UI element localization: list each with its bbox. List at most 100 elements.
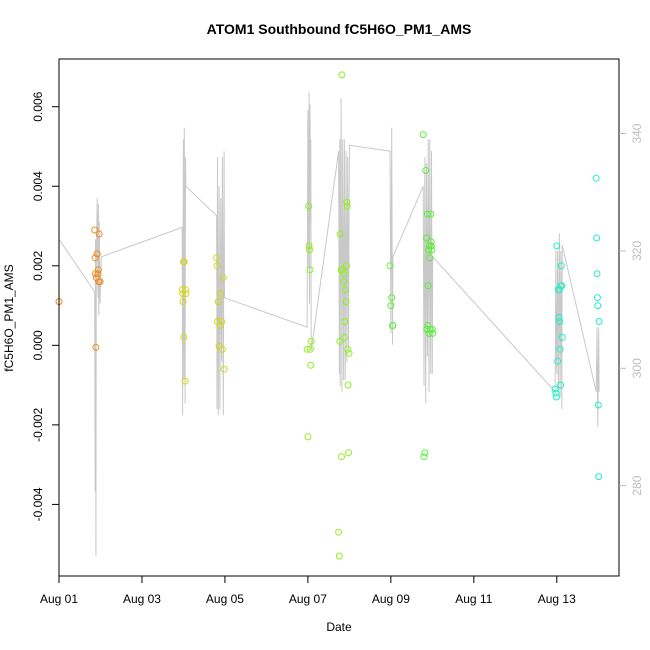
- data-point: [95, 230, 103, 238]
- data-point: [306, 266, 314, 274]
- data-point: [343, 262, 350, 270]
- data-point: [595, 318, 603, 325]
- data-point: [556, 318, 564, 325]
- data-point: [552, 389, 560, 397]
- data-point: [220, 365, 228, 373]
- data-point: [557, 381, 564, 389]
- data-point: [218, 345, 226, 353]
- data-point: [388, 294, 396, 302]
- data-point: [557, 262, 565, 270]
- data-points: [55, 71, 603, 560]
- data-point: [307, 361, 315, 369]
- data-point: [426, 254, 434, 262]
- data-point: [94, 270, 102, 278]
- y-tick-label: 0.004: [31, 171, 45, 201]
- right-tick-label: 300: [630, 358, 644, 378]
- x-tick-label: Aug 07: [289, 592, 327, 606]
- data-point: [180, 333, 188, 341]
- data-point: [428, 246, 436, 254]
- chart-title: ATOM1 Southbound fC5H6O_PM1_AMS: [207, 21, 472, 37]
- data-point: [421, 449, 429, 457]
- data-point: [419, 131, 427, 139]
- data-point: [429, 329, 437, 337]
- data-point: [96, 278, 104, 286]
- data-point: [306, 345, 314, 353]
- data-point: [180, 258, 188, 266]
- x-tick-label: Aug 03: [123, 592, 161, 606]
- data-point: [91, 226, 99, 234]
- data-point: [213, 254, 221, 262]
- data-point: [213, 262, 221, 270]
- data-point: [217, 290, 225, 298]
- data-point: [339, 266, 347, 274]
- data-point: [214, 298, 222, 306]
- data-point: [340, 278, 348, 286]
- x-axis-label: Date: [326, 620, 352, 634]
- data-point: [218, 318, 226, 325]
- data-point: [307, 337, 315, 345]
- x-tick-label: Aug 13: [538, 592, 576, 606]
- data-point: [336, 230, 344, 238]
- data-point: [423, 210, 431, 218]
- data-point: [343, 198, 351, 206]
- data-point: [342, 298, 350, 306]
- right-tick-label: 340: [630, 123, 644, 143]
- data-point: [428, 242, 435, 250]
- data-point: [303, 345, 311, 353]
- data-point: [340, 270, 348, 278]
- data-point: [558, 282, 566, 290]
- data-point: [593, 234, 601, 242]
- data-point: [92, 343, 100, 351]
- data-point: [182, 290, 190, 298]
- data-point: [343, 202, 351, 210]
- x-tick-label: Aug 11: [455, 592, 492, 606]
- data-point: [335, 528, 343, 536]
- data-point: [93, 250, 101, 258]
- data-point: [551, 385, 559, 393]
- data-point: [387, 302, 395, 310]
- data-point: [553, 242, 561, 250]
- data-point: [420, 453, 428, 461]
- y-tick-label: 0.000: [31, 330, 45, 360]
- data-point: [91, 254, 99, 262]
- data-point: [94, 266, 102, 274]
- right-tick-label: 320: [630, 241, 644, 261]
- data-point: [556, 345, 564, 353]
- data-point: [386, 262, 394, 270]
- data-point: [422, 166, 430, 174]
- x-tick-label: Aug 09: [372, 592, 410, 606]
- data-point: [424, 282, 432, 290]
- x-tick-label: Aug 05: [206, 592, 244, 606]
- data-point: [593, 294, 601, 302]
- data-point: [555, 314, 563, 321]
- x-tick-label: Aug 01: [40, 592, 78, 606]
- data-point: [344, 381, 352, 389]
- data-point: [592, 174, 600, 182]
- data-point: [554, 357, 562, 365]
- right-axis: 280 300 320 340: [619, 123, 644, 496]
- data-point: [181, 377, 189, 385]
- data-point: [595, 473, 603, 481]
- y-tick-label: -0.002: [31, 408, 45, 442]
- data-point: [427, 238, 435, 246]
- data-point: [558, 333, 566, 341]
- x-axis: Aug 01 Aug 03 Aug 05 Aug 07 Aug 09 Aug 11 Aug …: [40, 575, 576, 606]
- y-tick-label: 0.006: [31, 91, 45, 121]
- data-point: [552, 393, 560, 401]
- data-point: [335, 552, 343, 560]
- right-axis-line: [58, 92, 600, 557]
- data-point: [304, 433, 312, 441]
- data-point: [428, 325, 436, 333]
- data-point: [593, 270, 601, 278]
- right-axis-series: [58, 92, 600, 557]
- data-point: [306, 246, 313, 254]
- data-point: [305, 242, 313, 250]
- data-point: [389, 322, 397, 329]
- data-point: [219, 274, 227, 282]
- y-axis: -0.004 -0.002 0.000 0.002 0.004 0.006: [31, 91, 59, 521]
- data-point: [340, 333, 348, 341]
- data-point: [341, 318, 349, 325]
- data-point: [216, 322, 224, 329]
- data-point: [336, 337, 344, 345]
- y-tick-label: 0.002: [31, 250, 45, 280]
